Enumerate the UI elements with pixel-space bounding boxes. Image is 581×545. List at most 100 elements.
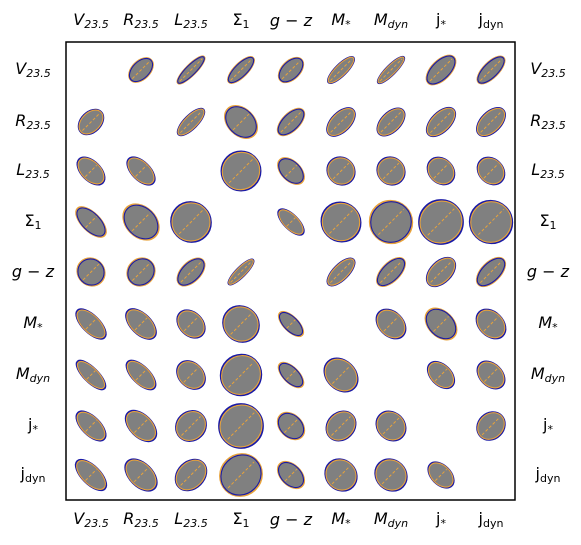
ellipse-major-axis-dash	[227, 412, 255, 440]
ellipse-inner	[177, 56, 205, 84]
ellipse-major-axis-dash	[481, 416, 501, 436]
ellipse-major-axis-dash	[134, 419, 148, 433]
ellipse-cell-r2-c4	[277, 157, 305, 185]
ellipse-cell-r7-c6	[375, 410, 407, 442]
ellipse-cell-r4-c6	[376, 257, 406, 287]
ellipse-inner	[221, 355, 261, 395]
top-label-5: M*	[331, 10, 351, 31]
ellipse-cell-r0-c7	[425, 54, 457, 86]
ellipse-major-axis-dash	[434, 368, 448, 382]
ellipse-inner	[171, 202, 211, 242]
ellipse-major-axis-dash	[133, 467, 149, 483]
ellipse-cell-r5-c6	[375, 308, 407, 340]
ellipse-cell-r5-c3	[222, 305, 260, 343]
ellipse-cell-r1-c3	[224, 105, 258, 139]
ellipse-cell-r7-c0	[75, 410, 107, 442]
ellipse-inner	[128, 57, 154, 83]
ellipse-cell-r8-c0	[74, 458, 108, 492]
ellipse-inner	[376, 309, 406, 339]
ellipse-outer	[176, 309, 206, 339]
ellipse-major-axis-dash	[228, 158, 254, 184]
ellipse-major-axis-dash	[379, 58, 403, 82]
ellipse-inner	[177, 310, 205, 338]
bottom-label-4: g − z	[269, 510, 313, 529]
ellipse-major-axis-dash	[232, 113, 250, 131]
top-label-8: jdyn	[478, 10, 504, 31]
ellipse-cell-r2-c0	[76, 156, 106, 186]
ellipse-cell-r7-c3	[218, 403, 264, 449]
bottom-label-2: L23.5	[174, 509, 208, 530]
ellipse-inner	[427, 157, 455, 185]
ellipse-outer	[276, 411, 306, 441]
ellipse-outer	[222, 305, 260, 343]
ellipse-cell-r0-c8	[476, 55, 506, 85]
top-label-3: Σ1	[232, 10, 250, 31]
ellipse-cell-r8-c1	[124, 458, 158, 492]
ellipse-cell-r0-c3	[227, 56, 255, 84]
ellipse-outer	[418, 199, 464, 245]
right-label-8: jdyn	[535, 464, 561, 485]
ellipse-cell-r5-c7	[424, 307, 458, 341]
ellipse-major-axis-dash	[433, 316, 449, 332]
ellipse-cell-r0-c6	[376, 55, 406, 85]
ellipse-cells	[74, 54, 514, 497]
ellipse-major-axis-dash	[134, 317, 148, 331]
ellipse-cell-r0-c4	[277, 56, 305, 84]
ellipse-inner	[223, 306, 259, 342]
ellipse-major-axis-dash	[179, 110, 203, 134]
ellipse-cell-r1-c5	[326, 107, 356, 137]
ellipse-outer	[176, 257, 206, 287]
ellipse-inner	[327, 108, 355, 136]
right-label-1: R23.5	[530, 111, 566, 132]
ellipse-outer	[125, 308, 157, 340]
ellipse-major-axis-dash	[82, 263, 100, 281]
ellipse-cell-r8-c7	[427, 461, 455, 489]
ellipse-inner	[277, 412, 305, 440]
ellipse-inner	[476, 257, 506, 287]
ellipse-inner	[228, 259, 254, 285]
ellipse-cell-r1-c8	[476, 107, 506, 137]
ellipse-outer	[124, 409, 158, 443]
ellipse-cell-r4-c5	[326, 257, 356, 287]
ellipse-major-axis-dash	[284, 164, 298, 178]
ellipse-major-axis-dash	[286, 217, 296, 227]
ellipse-inner	[76, 207, 106, 237]
right-label-0: V23.5	[530, 59, 566, 80]
ellipse-cell-r3-c7	[418, 199, 464, 245]
ellipse-inner	[125, 410, 157, 442]
ellipse-cell-r1-c0	[77, 108, 105, 136]
ellipse-major-axis-dash	[429, 58, 453, 82]
ellipse-inner	[426, 55, 456, 85]
ellipse-inner	[76, 360, 106, 390]
top-label-7: j*	[436, 10, 446, 31]
left-label-8: jdyn	[20, 464, 46, 485]
ellipse-cell-r2-c5	[326, 156, 356, 186]
ellipse-outer	[427, 461, 455, 489]
ellipse-inner	[78, 109, 104, 135]
ellipse-cell-r3-c4	[277, 208, 305, 236]
ellipse-major-axis-dash	[382, 417, 400, 435]
ellipse-outer	[276, 107, 306, 137]
ellipse-major-axis-dash	[85, 318, 97, 330]
top-label-4: g − z	[269, 11, 313, 30]
ellipse-cell-r6-c4	[277, 361, 305, 389]
ellipse-major-axis-dash	[85, 469, 97, 481]
left-label-5: M*	[23, 313, 43, 334]
ellipse-inner	[278, 362, 304, 388]
matrix-frame	[65, 41, 516, 501]
ellipse-inner	[177, 361, 205, 389]
ellipse-outer	[124, 458, 158, 492]
ellipse-inner	[376, 257, 406, 287]
ellipse-major-axis-dash	[131, 262, 151, 282]
ellipse-major-axis-dash	[281, 60, 301, 80]
ellipse-major-axis-dash	[135, 165, 147, 177]
top-label-2: L23.5	[174, 10, 208, 31]
ellipse-major-axis-dash	[331, 416, 351, 436]
ellipse-inner	[476, 309, 506, 339]
ellipse-major-axis-dash	[484, 368, 498, 382]
bottom-label-6: Mdyn	[373, 509, 409, 530]
ellipse-major-axis-dash	[379, 260, 403, 284]
ellipse-cell-r4-c8	[475, 256, 507, 288]
ellipse-inner	[177, 258, 205, 286]
ellipse-cell-r0-c2	[176, 55, 206, 85]
